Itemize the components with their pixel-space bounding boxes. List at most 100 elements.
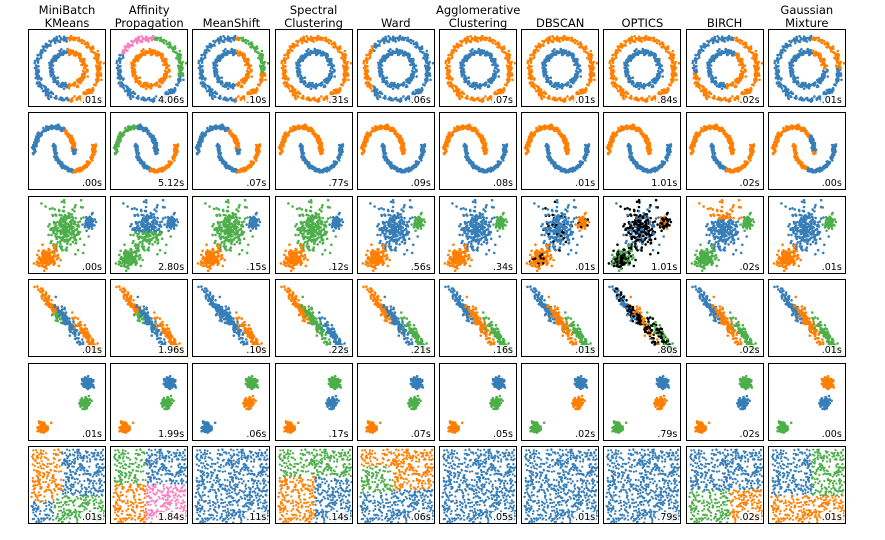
data-point (181, 74, 185, 77)
data-point (642, 48, 645, 51)
data-point (309, 39, 312, 42)
data-point (156, 50, 160, 54)
data-point (541, 61, 544, 65)
data-point (582, 90, 585, 93)
data-point (643, 36, 647, 40)
data-point (507, 49, 511, 53)
data-point (552, 52, 555, 56)
data-point (694, 68, 698, 71)
data-point (414, 91, 418, 95)
data-point (615, 49, 618, 52)
data-point (455, 89, 458, 92)
data-point (707, 41, 710, 44)
data-point (513, 61, 516, 65)
data-point (214, 66, 217, 70)
data-point (593, 78, 596, 82)
data-point (472, 53, 476, 57)
data-point (570, 54, 574, 57)
data-point (311, 97, 315, 100)
data-point (638, 98, 641, 102)
data-point (362, 61, 365, 65)
data-point (557, 51, 560, 54)
data-point (705, 91, 709, 95)
data-point (448, 68, 451, 71)
data-point (473, 87, 477, 90)
data-point (168, 91, 171, 95)
data-point (161, 59, 164, 63)
data-point (121, 52, 124, 55)
data-point (69, 34, 73, 38)
data-point (654, 76, 658, 80)
data-point (543, 92, 547, 95)
data-point (68, 83, 72, 87)
data-point (739, 91, 743, 95)
data-point (625, 95, 628, 99)
data-point (118, 53, 122, 57)
data-point (396, 51, 400, 54)
data-point (694, 61, 697, 65)
data-point (145, 35, 148, 38)
data-point (228, 51, 232, 54)
data-point (391, 82, 395, 86)
data-point (629, 40, 633, 43)
data-point (223, 49, 226, 53)
data-point (638, 35, 641, 38)
data-point (82, 40, 86, 43)
data-point (71, 97, 74, 100)
data-point (178, 74, 181, 77)
data-point (379, 69, 383, 73)
data-point (485, 50, 488, 54)
data-point (328, 63, 331, 66)
data-point (619, 89, 623, 92)
data-point (526, 61, 530, 65)
data-point (653, 79, 656, 82)
data-point (117, 76, 121, 79)
data-point (346, 74, 349, 77)
data-point (168, 75, 172, 78)
data-point (284, 57, 287, 61)
data-point (286, 54, 289, 57)
data-point (132, 92, 136, 95)
data-point (652, 54, 656, 57)
data-point (565, 36, 569, 39)
data-point (322, 84, 326, 87)
data-point (333, 43, 337, 46)
data-point (304, 40, 307, 43)
data-point (579, 91, 582, 95)
data-point (89, 50, 93, 53)
data-point (405, 39, 409, 42)
data-point (212, 91, 216, 95)
data-point (573, 74, 577, 78)
data-point (590, 53, 594, 57)
data-point (506, 67, 510, 71)
data-point (330, 70, 333, 74)
data-point (469, 97, 473, 100)
data-point (377, 44, 381, 47)
data-point (49, 75, 53, 78)
data-point (199, 73, 203, 77)
data-point (99, 60, 102, 64)
data-point (332, 68, 335, 72)
data-point (136, 77, 139, 80)
data-point (573, 41, 577, 45)
data-point (49, 95, 53, 99)
data-point (715, 40, 718, 43)
data-point (458, 97, 462, 101)
data-point (656, 41, 659, 45)
data-point (177, 77, 181, 81)
data-point (528, 73, 532, 77)
data-point (546, 54, 550, 57)
data-point (409, 38, 413, 42)
data-point (610, 69, 614, 73)
data-point (474, 82, 477, 86)
data-point (172, 50, 175, 53)
data-point (159, 36, 163, 40)
data-point (504, 83, 507, 86)
data-point (757, 74, 760, 77)
data-point (287, 87, 290, 90)
data-point (79, 59, 82, 63)
data-point (389, 84, 393, 88)
scatter-plot (608, 34, 681, 103)
data-point (654, 59, 658, 63)
